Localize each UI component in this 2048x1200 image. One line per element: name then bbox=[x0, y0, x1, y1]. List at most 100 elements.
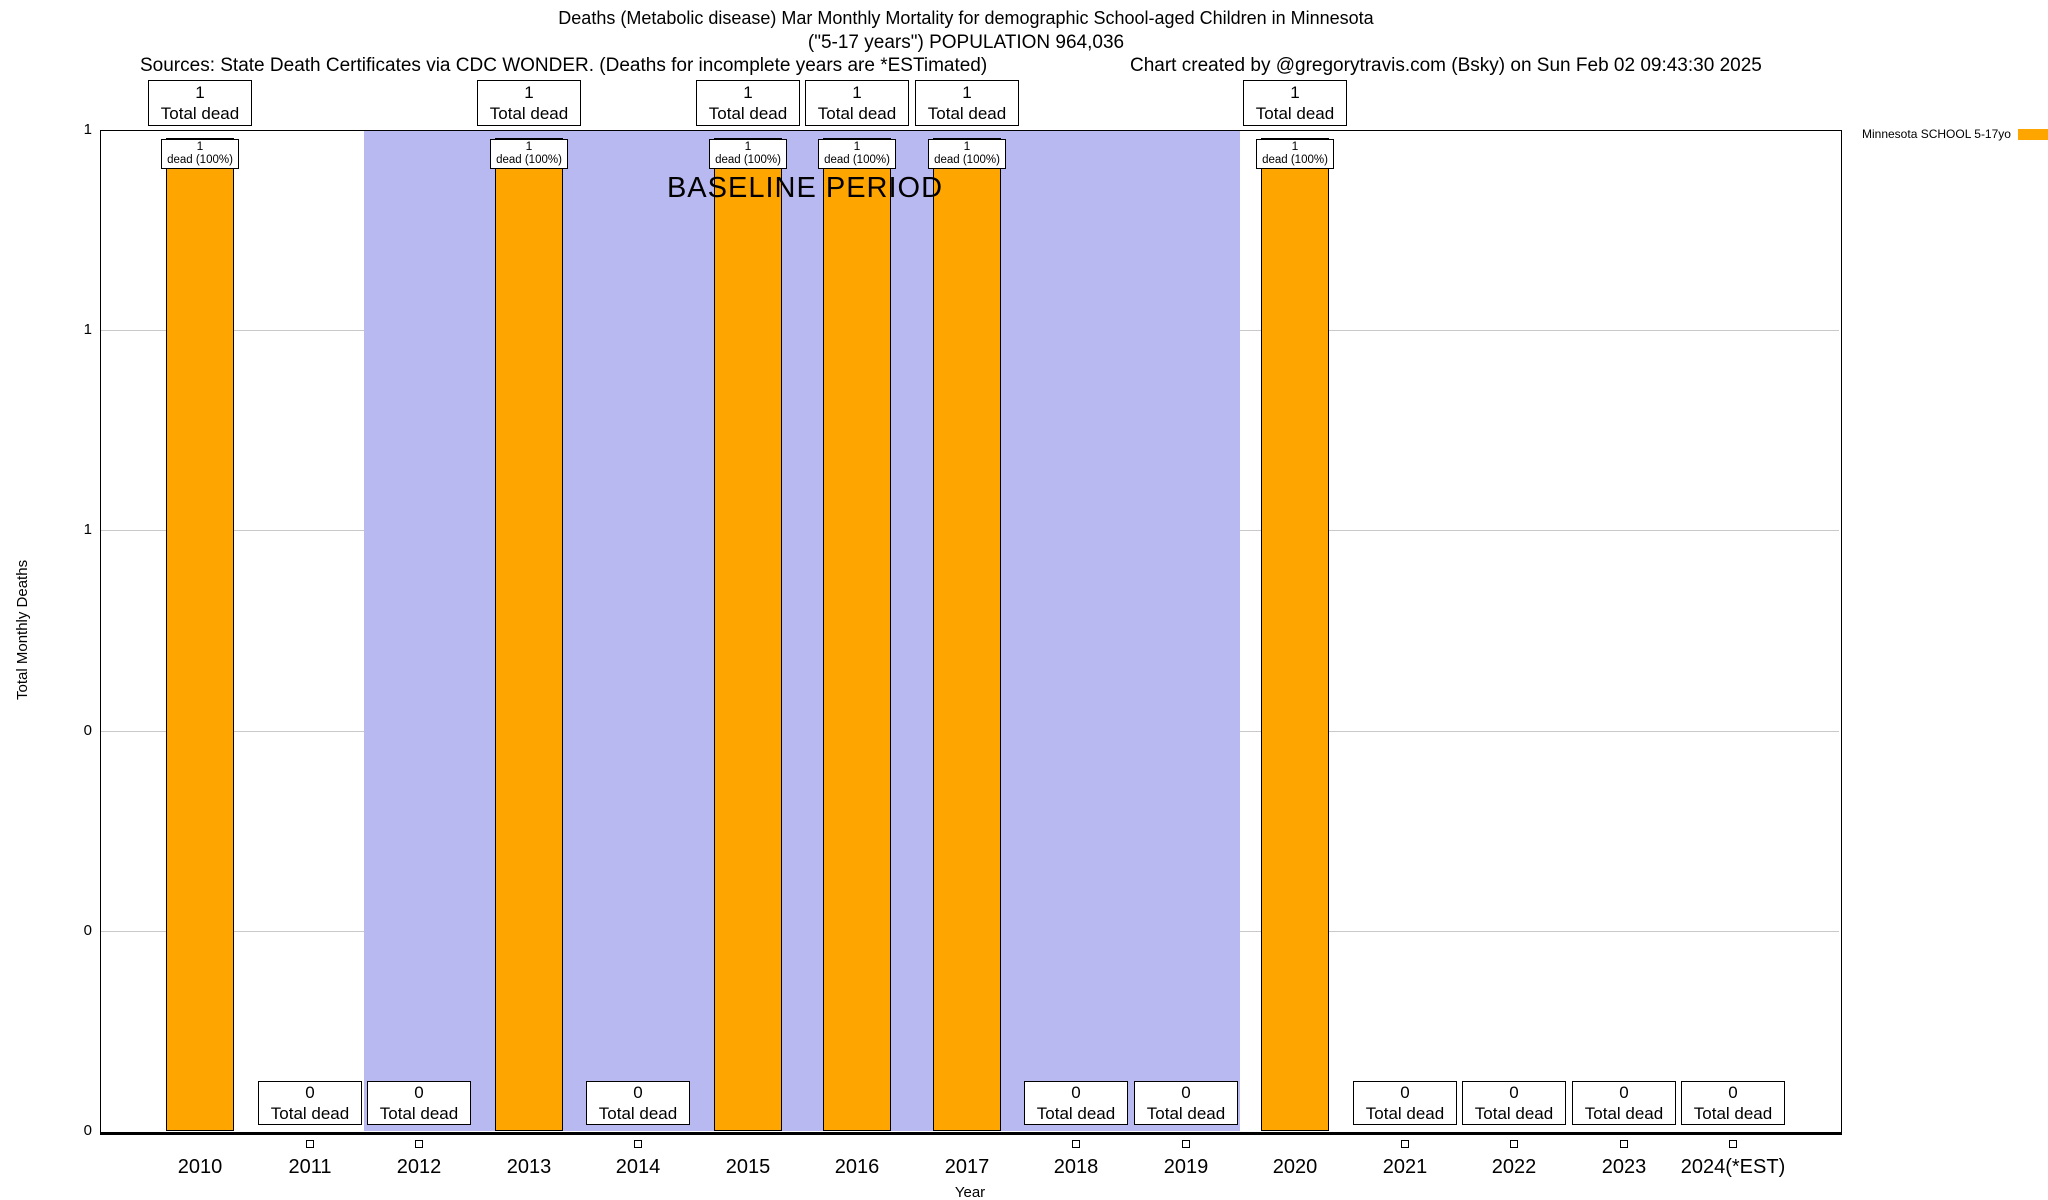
bar-top-count: 1 bbox=[196, 139, 204, 154]
total-dead-caption: Total dead bbox=[1146, 1104, 1226, 1123]
total-dead-caption: Total dead bbox=[1036, 1104, 1116, 1123]
total-dead-caption: Total dead bbox=[817, 104, 897, 123]
bar bbox=[166, 138, 234, 1131]
total-dead-caption: Total dead bbox=[1255, 104, 1335, 123]
total-dead-count: 1 bbox=[962, 82, 972, 102]
zero-marker bbox=[634, 1140, 642, 1148]
x-tick-label: 2016 bbox=[834, 1156, 880, 1178]
bar-top-count: 1 bbox=[963, 139, 971, 154]
x-tick-label: 2014 bbox=[615, 1156, 661, 1178]
total-dead-count: 0 bbox=[1071, 1082, 1081, 1102]
x-tick-label: 2018 bbox=[1053, 1156, 1099, 1178]
total-dead-box: 1 Total dead bbox=[915, 80, 1019, 126]
total-dead-count: 0 bbox=[414, 1082, 424, 1102]
legend-label: Minnesota SCHOOL 5-17yo bbox=[1862, 127, 2011, 141]
total-dead-count: 1 bbox=[1290, 82, 1300, 102]
baseline-period-label: BASELINE PERIOD bbox=[666, 172, 944, 204]
total-dead-count: 0 bbox=[1728, 1082, 1738, 1102]
x-tick-label: 2023 bbox=[1601, 1156, 1647, 1178]
x-tick-label: 2017 bbox=[944, 1156, 990, 1178]
zero-marker bbox=[1510, 1140, 1518, 1148]
zero-total-dead-box: 0 Total dead bbox=[1681, 1081, 1785, 1125]
zero-marker bbox=[415, 1140, 423, 1148]
zero-total-dead-box: 0 Total dead bbox=[1462, 1081, 1566, 1125]
total-dead-caption: Total dead bbox=[1693, 1104, 1773, 1123]
bar bbox=[823, 138, 891, 1131]
y-axis-label: Total Monthly Deaths bbox=[14, 559, 31, 700]
total-dead-count: 1 bbox=[524, 82, 534, 102]
legend-swatch bbox=[2017, 128, 2048, 140]
bar bbox=[714, 138, 782, 1131]
total-dead-box: 1 Total dead bbox=[148, 80, 252, 126]
x-tick-label: 2024(*EST) bbox=[1680, 1156, 1786, 1178]
bar-top-caption: dead (100%) bbox=[167, 154, 233, 167]
bar-top-label-box: 1 dead (100%) bbox=[1256, 139, 1334, 169]
chart-header: Deaths (Metabolic disease) Mar Monthly M… bbox=[0, 8, 1932, 54]
total-dead-caption: Total dead bbox=[708, 104, 788, 123]
zero-marker bbox=[1620, 1140, 1628, 1148]
y-tick-label: 1 bbox=[83, 121, 92, 138]
total-dead-box: 1 Total dead bbox=[477, 80, 581, 126]
total-dead-count: 0 bbox=[1181, 1082, 1191, 1102]
bar-top-label-box: 1 dead (100%) bbox=[709, 139, 787, 169]
y-tick-label: 1 bbox=[83, 521, 92, 538]
x-tick-label: 2021 bbox=[1382, 1156, 1428, 1178]
bar bbox=[495, 138, 563, 1131]
bar bbox=[1261, 138, 1329, 1131]
zero-total-dead-box: 0 Total dead bbox=[586, 1081, 690, 1125]
x-tick-label: 2012 bbox=[396, 1156, 442, 1178]
y-tick-label: 0 bbox=[83, 922, 92, 939]
sources-note: Sources: State Death Certificates via CD… bbox=[140, 55, 988, 76]
zero-marker bbox=[1401, 1140, 1409, 1148]
bar-top-caption: dead (100%) bbox=[1262, 154, 1328, 167]
bar-top-label-box: 1 dead (100%) bbox=[161, 139, 239, 169]
x-tick-label: 2013 bbox=[506, 1156, 552, 1178]
zero-total-dead-box: 0 Total dead bbox=[1572, 1081, 1676, 1125]
zero-total-dead-box: 0 Total dead bbox=[1024, 1081, 1128, 1125]
bar-top-label-box: 1 dead (100%) bbox=[490, 139, 568, 169]
chart-title-line1: Deaths (Metabolic disease) Mar Monthly M… bbox=[558, 8, 1374, 28]
bar-top-caption: dead (100%) bbox=[934, 154, 1000, 167]
bar-top-count: 1 bbox=[525, 139, 533, 154]
zero-total-dead-box: 0 Total dead bbox=[367, 1081, 471, 1125]
total-dead-count: 1 bbox=[852, 82, 862, 102]
bar-top-count: 1 bbox=[1291, 139, 1299, 154]
x-axis-label: Year bbox=[954, 1184, 986, 1200]
total-dead-caption: Total dead bbox=[489, 104, 569, 123]
total-dead-count: 0 bbox=[1619, 1082, 1629, 1102]
bar-top-caption: dead (100%) bbox=[496, 154, 562, 167]
zero-marker bbox=[1182, 1140, 1190, 1148]
total-dead-count: 0 bbox=[1509, 1082, 1519, 1102]
x-tick-label: 2010 bbox=[177, 1156, 223, 1178]
zero-total-dead-box: 0 Total dead bbox=[1134, 1081, 1238, 1125]
total-dead-box: 1 Total dead bbox=[805, 80, 909, 126]
x-tick-label: 2019 bbox=[1163, 1156, 1209, 1178]
x-tick-label: 2011 bbox=[288, 1156, 332, 1178]
x-tick-label: 2020 bbox=[1272, 1156, 1318, 1178]
total-dead-caption: Total dead bbox=[927, 104, 1007, 123]
zero-marker bbox=[306, 1140, 314, 1148]
total-dead-count: 0 bbox=[633, 1082, 643, 1102]
total-dead-count: 0 bbox=[1400, 1082, 1410, 1102]
y-tick-label: 0 bbox=[83, 1122, 92, 1139]
bar-top-caption: dead (100%) bbox=[715, 154, 781, 167]
total-dead-caption: Total dead bbox=[160, 104, 240, 123]
x-tick-label: 2022 bbox=[1491, 1156, 1537, 1178]
credit-note: Chart created by @gregorytravis.com (Bsk… bbox=[1130, 55, 1762, 76]
zero-total-dead-box: 0 Total dead bbox=[258, 1081, 362, 1125]
total-dead-count: 1 bbox=[195, 82, 205, 102]
bar-top-count: 1 bbox=[744, 139, 752, 154]
total-dead-count: 1 bbox=[743, 82, 753, 102]
zero-marker bbox=[1729, 1140, 1737, 1148]
zero-marker bbox=[1072, 1140, 1080, 1148]
bar-top-caption: dead (100%) bbox=[824, 154, 890, 167]
x-tick-label: 2015 bbox=[725, 1156, 771, 1178]
y-tick-label: 0 bbox=[83, 722, 92, 739]
total-dead-caption: Total dead bbox=[598, 1104, 678, 1123]
total-dead-box: 1 Total dead bbox=[1243, 80, 1347, 126]
total-dead-caption: Total dead bbox=[270, 1104, 350, 1123]
bar bbox=[933, 138, 1001, 1131]
legend: Minnesota SCHOOL 5-17yo bbox=[1862, 127, 2048, 141]
total-dead-caption: Total dead bbox=[1584, 1104, 1664, 1123]
